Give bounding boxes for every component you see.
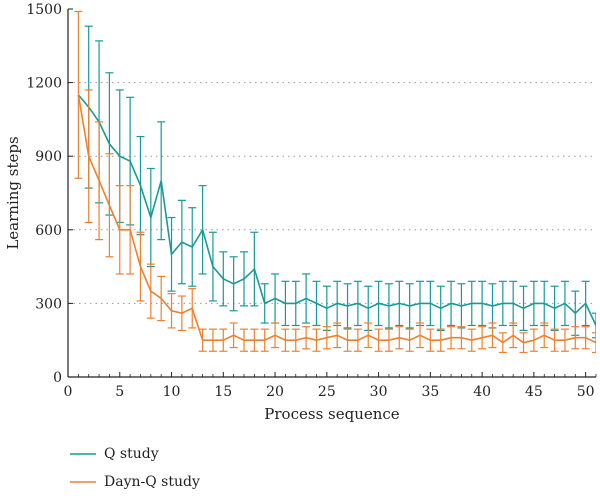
legend-label-q-study: Q study (104, 446, 159, 462)
x-tick-label: 0 (64, 384, 73, 400)
series-dayn-q-study (74, 10, 596, 354)
y-tick-label: 0 (53, 370, 62, 386)
x-tick-label: 10 (163, 384, 181, 400)
series-layer (74, 10, 596, 354)
x-tick-label: 35 (421, 384, 439, 400)
axes (67, 9, 596, 378)
x-tick-label: 45 (525, 384, 543, 400)
y-tick-label: 1500 (26, 2, 62, 18)
x-tick-label: 5 (115, 384, 124, 400)
legend: Q study Dayn-Q study (70, 446, 200, 490)
x-tick-label: 30 (370, 384, 388, 400)
x-tick-label: 25 (318, 384, 336, 400)
x-tick-label: 40 (473, 384, 491, 400)
gridlines (68, 82, 596, 304)
legend-label-dayn-q-study: Dayn-Q study (104, 474, 200, 490)
y-tick-label: 900 (35, 149, 62, 165)
y-tick-label: 600 (35, 223, 62, 239)
error-bar (592, 332, 596, 354)
error-bar (74, 10, 83, 179)
x-tick-label: 15 (214, 384, 232, 400)
tick-labels: 0 300 600 900 1200 1500 0 5 10 15 20 25 30 35 40 45 50 (26, 2, 597, 400)
error-bar (592, 312, 596, 339)
x-tick-label: 20 (266, 384, 284, 400)
series-line (77, 94, 596, 344)
y-axis-title: Learning steps (4, 136, 22, 249)
series-line (77, 94, 596, 326)
x-tick-label: 50 (577, 384, 595, 400)
x-axis-title: Process sequence (264, 405, 400, 423)
y-tick-label: 300 (35, 296, 62, 312)
y-tick-label: 1200 (26, 76, 62, 92)
series-q-study (77, 25, 596, 339)
